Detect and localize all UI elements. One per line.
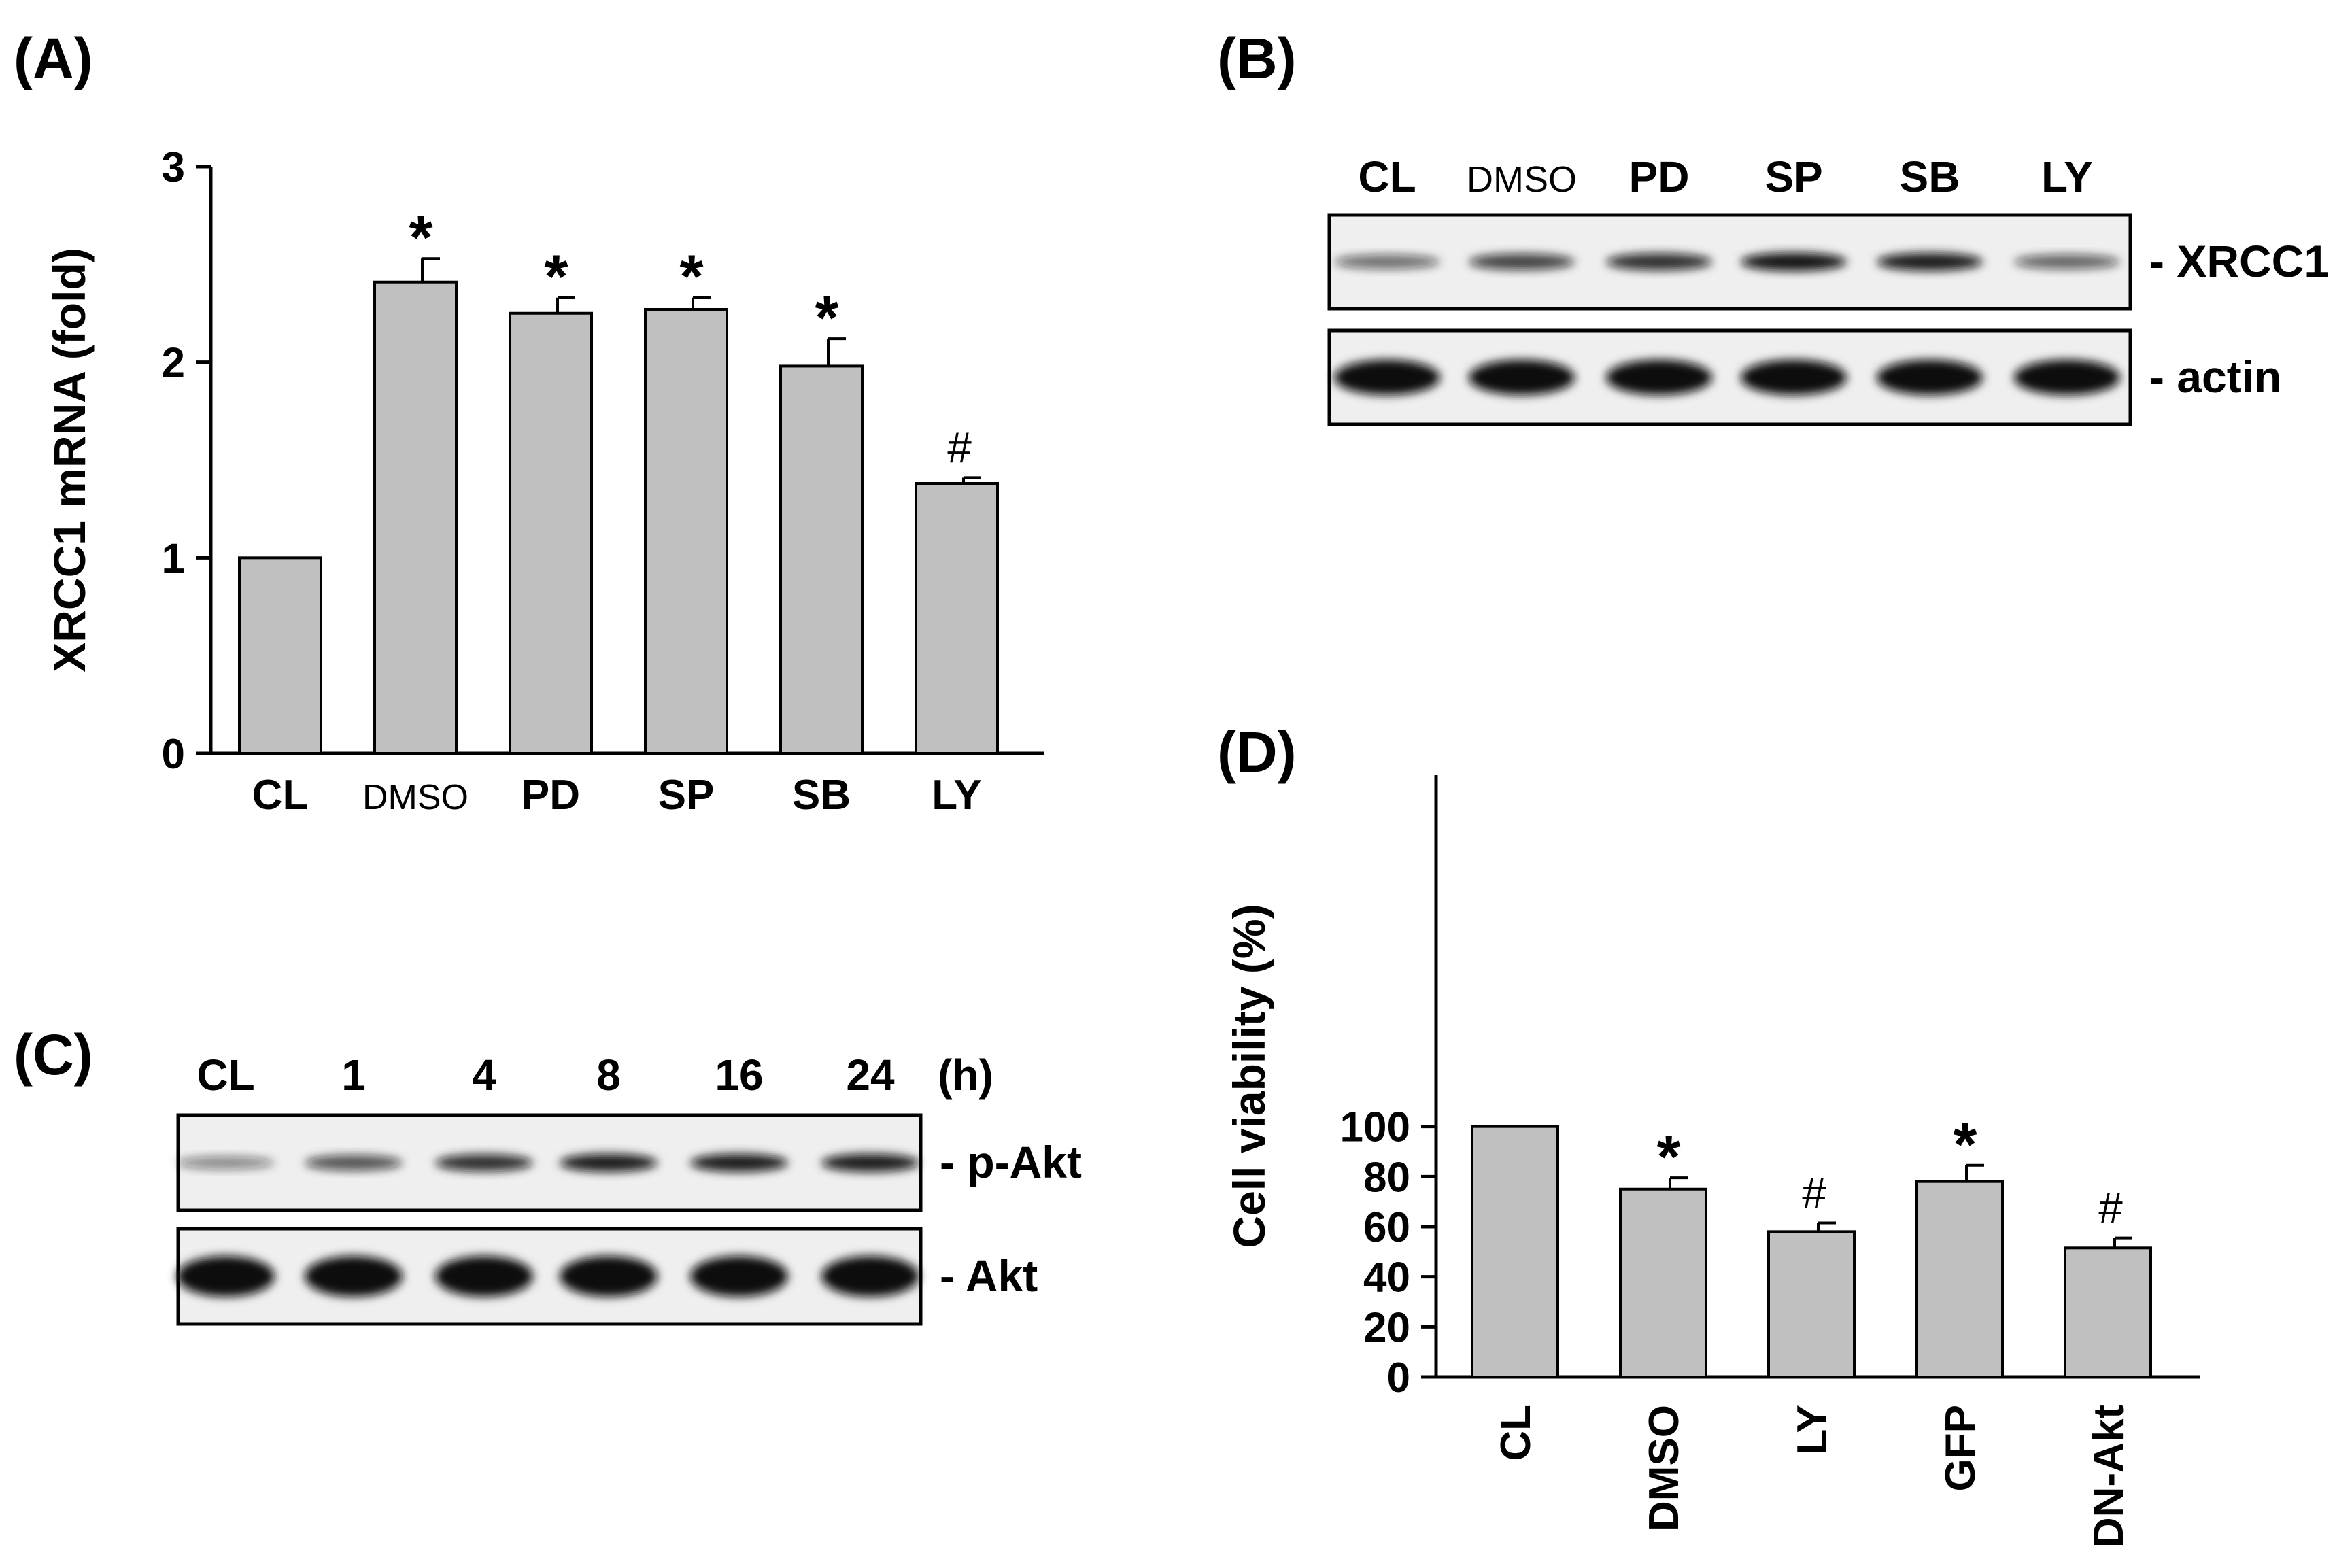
chart-d-bar-gfp (1915, 1180, 2004, 1378)
blot-b-band (2014, 254, 2120, 269)
chart-a-category-label: CL (252, 772, 309, 819)
blot-b-lane-label: LY (2041, 152, 2093, 201)
blot-b-lane-label: CL (1358, 152, 1416, 201)
blot-b-band (2014, 360, 2120, 395)
chart-a-y-axis-label: XRCC1 mRNA (fold) (44, 248, 95, 672)
blot-c-lane-label: 4 (472, 1051, 496, 1100)
chart-a-y-tick-label: 3 (162, 144, 185, 191)
chart-d-y-tick-label: 80 (1363, 1154, 1410, 1201)
blot-b-band (1469, 253, 1575, 271)
blot-c-row-label: - Akt (940, 1250, 1038, 1301)
blot-b-band (1334, 254, 1440, 269)
blot-b-band (1741, 252, 1847, 271)
blot-c-band (690, 1153, 788, 1172)
blot-c-band (560, 1256, 658, 1297)
chart-a-category-label: SP (658, 772, 715, 819)
western-blot-c: CL 1 4 8 16 24 (h) - p-Akt - Akt (176, 1051, 1082, 1326)
chart-a-significance-mark: * (409, 204, 432, 272)
chart-a-y-tick-label: 1 (162, 535, 185, 582)
blot-c-band (435, 1256, 533, 1297)
chart-d-bar-dn-akt (2064, 1246, 2152, 1379)
blot-c-row-frame (176, 1227, 923, 1326)
chart-d-bar-ly (1767, 1230, 1856, 1379)
chart-d-y-tick-label: 20 (1363, 1304, 1410, 1351)
blot-c-band (821, 1153, 919, 1172)
blot-b-row-frame (1327, 213, 2132, 311)
chart-a-category-label: LY (932, 772, 982, 819)
blot-b-band (1334, 360, 1440, 395)
chart-a-significance-mark: # (947, 423, 972, 472)
chart-d-bar-dmso (1619, 1187, 1707, 1378)
blot-b-band (1469, 360, 1575, 395)
panel-label-c: (C) (14, 1023, 93, 1087)
chart-a-bar-cl (238, 556, 322, 755)
blot-c-row-frame (176, 1113, 923, 1212)
blot-b-row-label: - actin (2149, 352, 2281, 402)
blot-c-unit-label: (h) (938, 1051, 993, 1100)
blot-b-band (1877, 360, 1983, 395)
blot-b-lane-label: DMSO (1467, 159, 1577, 200)
chart-d-category-label: CL (1493, 1405, 1539, 1461)
chart-a-bar-sb (779, 364, 864, 755)
blot-b-row-frame (1327, 328, 2132, 426)
chart-d-significance-mark: # (2098, 1184, 2123, 1233)
chart-d-category-label: DMSO (1641, 1405, 1688, 1531)
panel-label-d: (D) (1217, 720, 1297, 784)
chart-a-category-label: PD (522, 772, 580, 819)
blot-b-band (1877, 252, 1983, 271)
chart-a-y-tick-label: 0 (162, 731, 185, 778)
blot-c-band (435, 1154, 533, 1172)
chart-d-significance-mark: # (1802, 1168, 1826, 1217)
blot-b-band (1606, 253, 1712, 271)
chart-d-category-label: DN-Akt (2085, 1405, 2132, 1548)
blot-c-band (821, 1256, 919, 1297)
chart-d-bar-cl (1471, 1125, 1559, 1378)
blot-c-lane-label: 1 (341, 1051, 366, 1100)
blot-b-band (1606, 360, 1712, 395)
western-blot-b: CL DMSO PD SP SB LY - XRCC1 - actin (1327, 152, 2329, 426)
chart-d-significance-mark: * (1656, 1123, 1680, 1191)
chart-a: 0 1 2 3 XRCC1 mRNA (fold) CL * DMSO * PD * SP * SB # LY (44, 144, 1044, 819)
chart-d-y-tick-label: 100 (1340, 1104, 1410, 1151)
blot-c-band (560, 1153, 658, 1172)
blot-c-lane-label: 8 (596, 1051, 621, 1100)
blot-c-band (305, 1256, 403, 1297)
chart-a-category-label: DMSO (362, 778, 468, 817)
chart-a-y-tick-label: 2 (162, 340, 185, 387)
blot-c-row-label: - p-Akt (940, 1137, 1082, 1187)
chart-a-bar-sp (644, 307, 728, 755)
blot-c-lane-label: 24 (846, 1051, 895, 1100)
chart-a-bar-pd (509, 311, 593, 755)
blot-c-band (690, 1256, 788, 1297)
chart-a-category-label: SB (792, 772, 851, 819)
blot-c-lane-label: 16 (715, 1051, 763, 1100)
chart-d-significance-mark: * (1953, 1111, 1977, 1179)
blot-c-band (177, 1256, 275, 1297)
blot-b-lane-label: SB (1900, 152, 1960, 201)
chart-a-significance-mark: * (544, 243, 568, 311)
chart-a-bar-dmso (373, 280, 458, 755)
blot-b-lane-label: PD (1629, 152, 1690, 201)
blot-b-band (1741, 360, 1847, 395)
chart-d-y-tick-label: 40 (1363, 1255, 1410, 1301)
chart-d-y-tick-label: 0 (1387, 1354, 1410, 1401)
chart-d-category-label: LY (1789, 1405, 1836, 1455)
chart-a-significance-mark: * (815, 284, 838, 352)
blot-c-band (177, 1156, 275, 1170)
panel-label-a: (A) (14, 27, 93, 90)
panel-label-b: (B) (1217, 27, 1297, 90)
chart-a-significance-mark: * (679, 243, 703, 311)
blot-b-row-label: - XRCC1 (2149, 236, 2329, 286)
blot-c-lane-label: CL (197, 1051, 254, 1100)
chart-d-y-axis-label: Cell viability (%) (1224, 904, 1274, 1248)
blot-b-lane-label: SP (1765, 152, 1822, 201)
blot-c-band (305, 1155, 403, 1171)
chart-a-bar-ly (915, 482, 999, 755)
chart-d-category-label: GFP (1937, 1405, 1984, 1491)
chart-d-y-tick-label: 60 (1363, 1204, 1410, 1251)
